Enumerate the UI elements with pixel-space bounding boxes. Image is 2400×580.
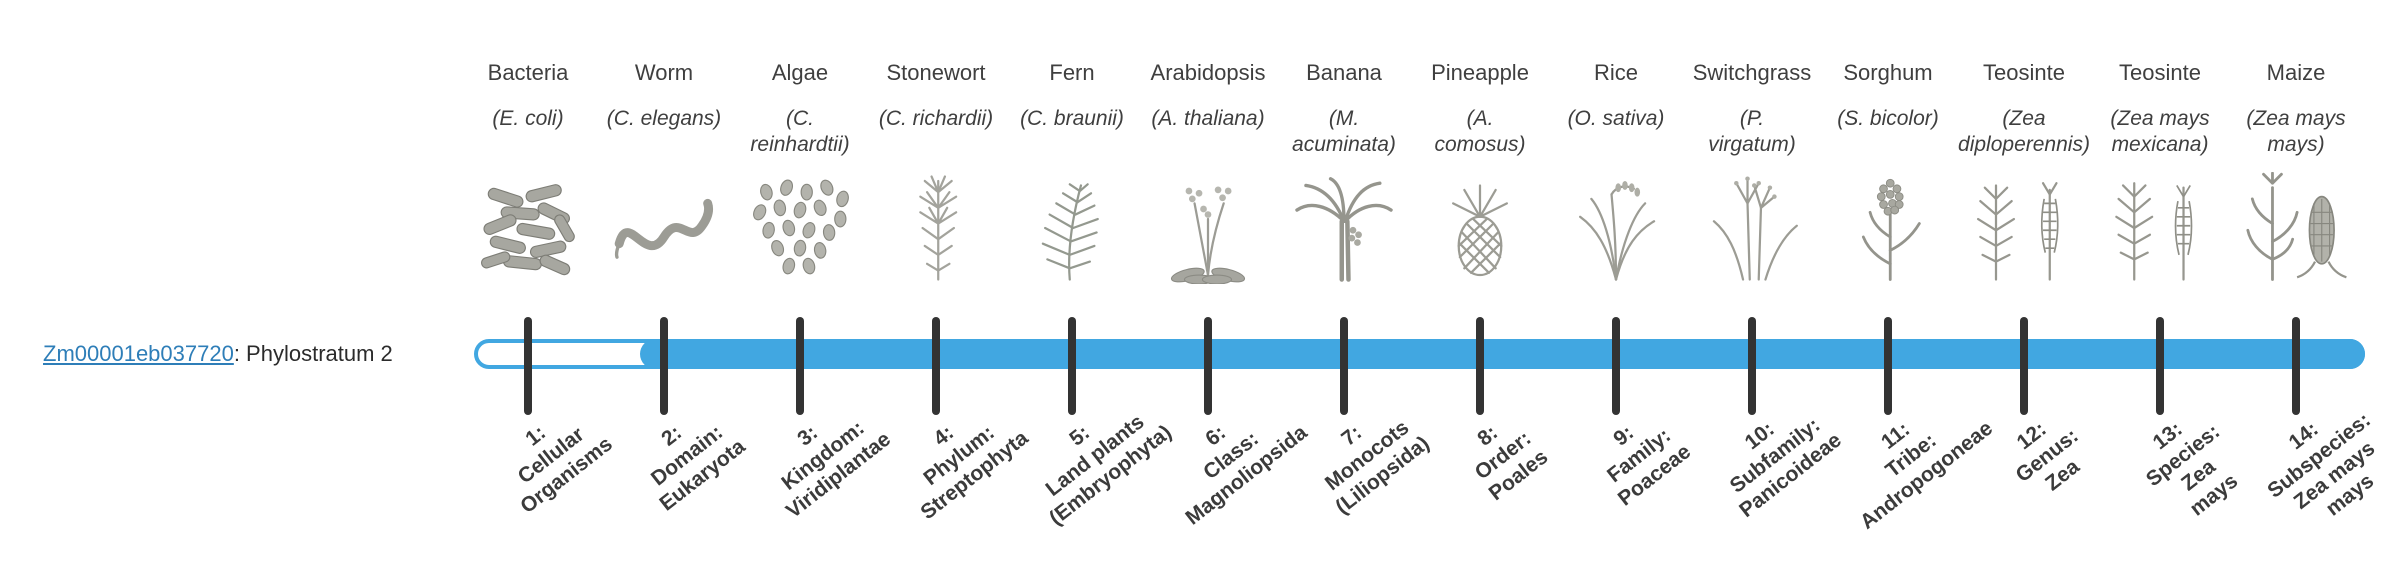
organism-name: Switchgrass (1692, 60, 1812, 85)
stratum-tick (2020, 317, 2028, 415)
organism-name: Banana (1306, 60, 1382, 85)
stratum-tick (932, 317, 940, 415)
organism-scientific-name: (E. coli) (492, 107, 564, 130)
organism-scientific-name: (C. elegans) (606, 107, 722, 130)
organism-scientific-name: (M. acuminata) (1292, 107, 1396, 156)
organism-scientific-name: (C. reinhardtii) (750, 107, 850, 156)
pineapple-icon (1415, 172, 1545, 284)
stratum-tick (524, 317, 532, 415)
stratum-tick (1476, 317, 1484, 415)
organism-name: Stonewort (886, 60, 986, 85)
organism-name: Teosinte (1983, 60, 2065, 85)
organism-scientific-name: (Zea mays mays) (2246, 107, 2346, 156)
organism-scientific-name: (C. richardii) (878, 107, 994, 130)
fern-icon (1007, 172, 1137, 284)
organism-name: Sorghum (1843, 60, 1933, 85)
algae-icon (735, 172, 865, 284)
stratum-tick (1612, 317, 1620, 415)
organism-name: Worm (634, 60, 694, 85)
organism-scientific-name: (Zea diploperennis) (1958, 107, 2090, 156)
stonewort-icon (871, 172, 1001, 284)
stratum-tick (796, 317, 804, 415)
sorghum-icon (1823, 172, 1953, 284)
organism-name: Algae (771, 60, 829, 85)
arabidopsis-icon (1143, 172, 1273, 284)
stratum-tick (660, 317, 668, 415)
organism-scientific-name: (A. thaliana) (1151, 107, 1265, 130)
timeline-fill (640, 339, 2365, 369)
organism-name: Rice (1593, 60, 1638, 85)
banana-icon (1279, 172, 1409, 284)
organism-name: Bacteria (487, 60, 569, 85)
organism-scientific-name: (C. braunii) (1020, 107, 1124, 130)
stratum-tick (1204, 317, 1212, 415)
organism-scientific-name: (Zea mays mexicana) (2110, 107, 2210, 156)
maize-icon (2231, 172, 2361, 284)
organism-scientific-name: (O. sativa) (1567, 107, 1665, 130)
organism-scientific-name: (A. comosus) (1434, 107, 1526, 156)
stratum-tick (1884, 317, 1892, 415)
gene-label: Zm00001eb037720: Phylostratum 2 (43, 341, 393, 367)
switchgrass-icon (1687, 172, 1817, 284)
organism-name: Teosinte (2119, 60, 2201, 85)
gene-id-link[interactable]: Zm00001eb037720 (43, 341, 234, 366)
stratum-tick (2156, 317, 2164, 415)
organism-name: Arabidopsis (1150, 60, 1266, 85)
worm-icon (599, 172, 729, 284)
teosinte-mexicana-icon (2095, 172, 2225, 284)
rice-icon (1551, 172, 1681, 284)
stratum-tick (1068, 317, 1076, 415)
stratum-tick (1748, 317, 1756, 415)
organism-scientific-name: (P. virgatum) (1708, 107, 1796, 156)
bacteria-icon (463, 172, 593, 284)
stratum-tick (1340, 317, 1348, 415)
stratum-tick (2292, 317, 2300, 415)
teosinte-diploperennis-icon (1959, 172, 2089, 284)
organism-name: Maize (2266, 60, 2326, 85)
gene-phylostratum-text: : Phylostratum 2 (233, 341, 393, 366)
organism-scientific-name: (S. bicolor) (1837, 107, 1939, 130)
organism-name: Fern (1049, 60, 1095, 85)
organism-name: Pineapple (1431, 60, 1529, 85)
